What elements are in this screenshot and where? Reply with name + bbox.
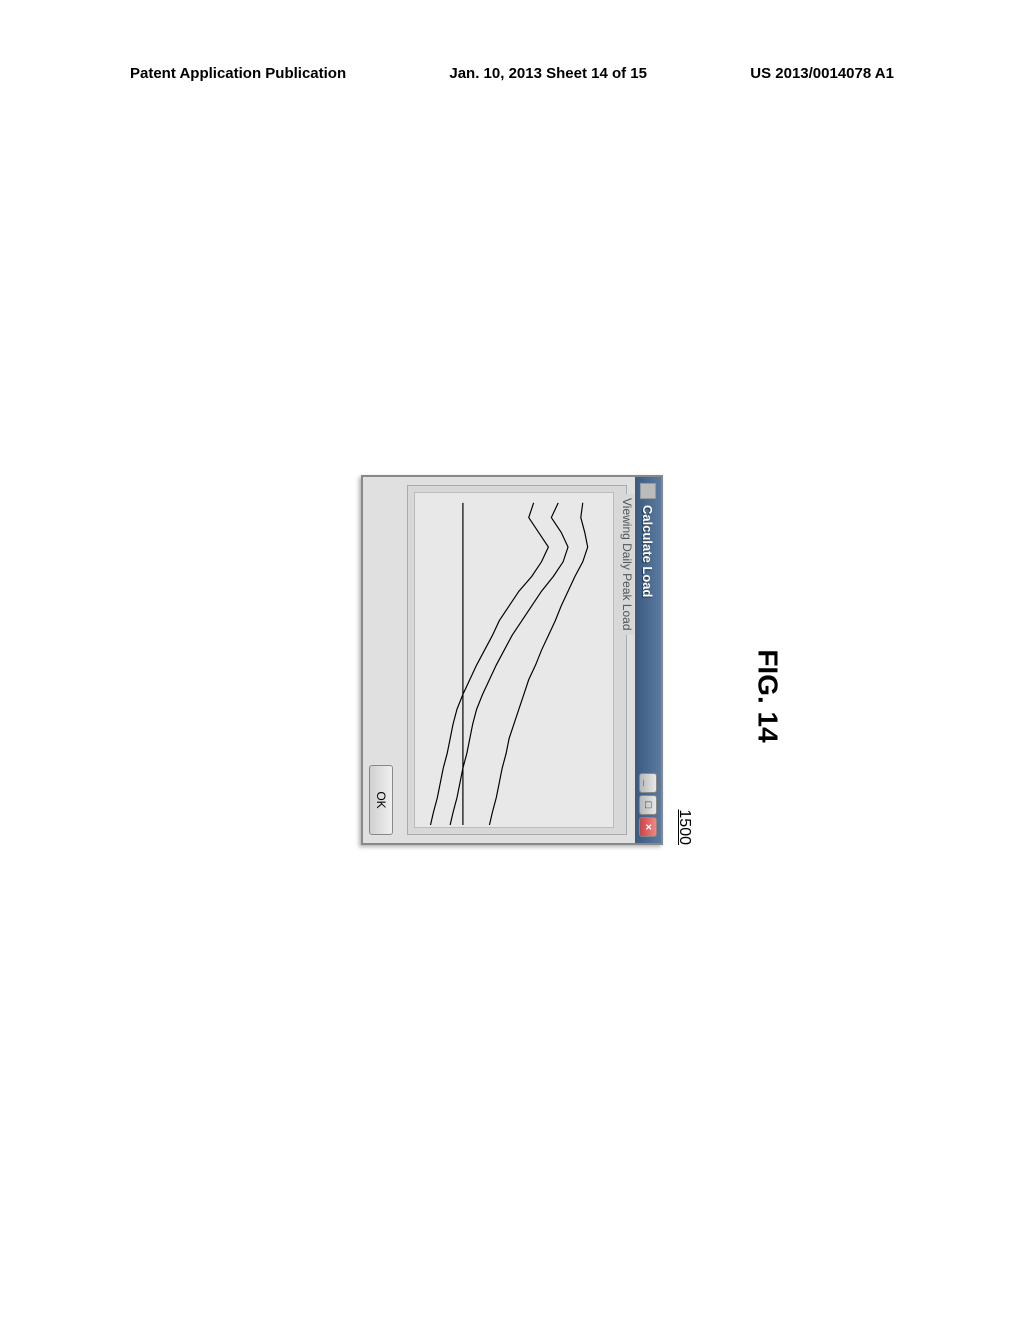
dialog-footer: OK (363, 477, 399, 843)
figure-area: 1500 Calculate Load _ □ × Viewing Daily … (361, 475, 663, 845)
window-controls: _ □ × (639, 773, 657, 837)
header-left: Patent Application Publication (130, 65, 346, 82)
minimize-button[interactable]: _ (639, 773, 657, 793)
daily-peak-load-chart (414, 492, 614, 828)
chart-svg (415, 493, 613, 827)
close-button[interactable]: × (639, 817, 657, 837)
maximize-button[interactable]: □ (639, 795, 657, 815)
titlebar: Calculate Load _ □ × (635, 477, 661, 843)
app-icon (640, 483, 656, 499)
groupbox-label: Viewing Daily Peak Load (620, 494, 634, 635)
reference-number: 1500 (675, 809, 693, 845)
figure-caption: FIG. 14 (751, 649, 783, 742)
header-center: Jan. 10, 2013 Sheet 14 of 15 (449, 65, 647, 82)
calculate-load-dialog: Calculate Load _ □ × Viewing Daily Peak … (361, 475, 663, 845)
chart-groupbox: Viewing Daily Peak Load (407, 485, 627, 835)
dialog-title: Calculate Load (641, 505, 656, 773)
header-right: US 2013/0014078 A1 (750, 65, 894, 82)
dialog-wrapper: 1500 Calculate Load _ □ × Viewing Daily … (361, 475, 663, 845)
ok-button[interactable]: OK (369, 765, 393, 835)
page-header: Patent Application Publication Jan. 10, … (0, 65, 1024, 82)
dialog-body: Viewing Daily Peak Load (399, 477, 635, 843)
